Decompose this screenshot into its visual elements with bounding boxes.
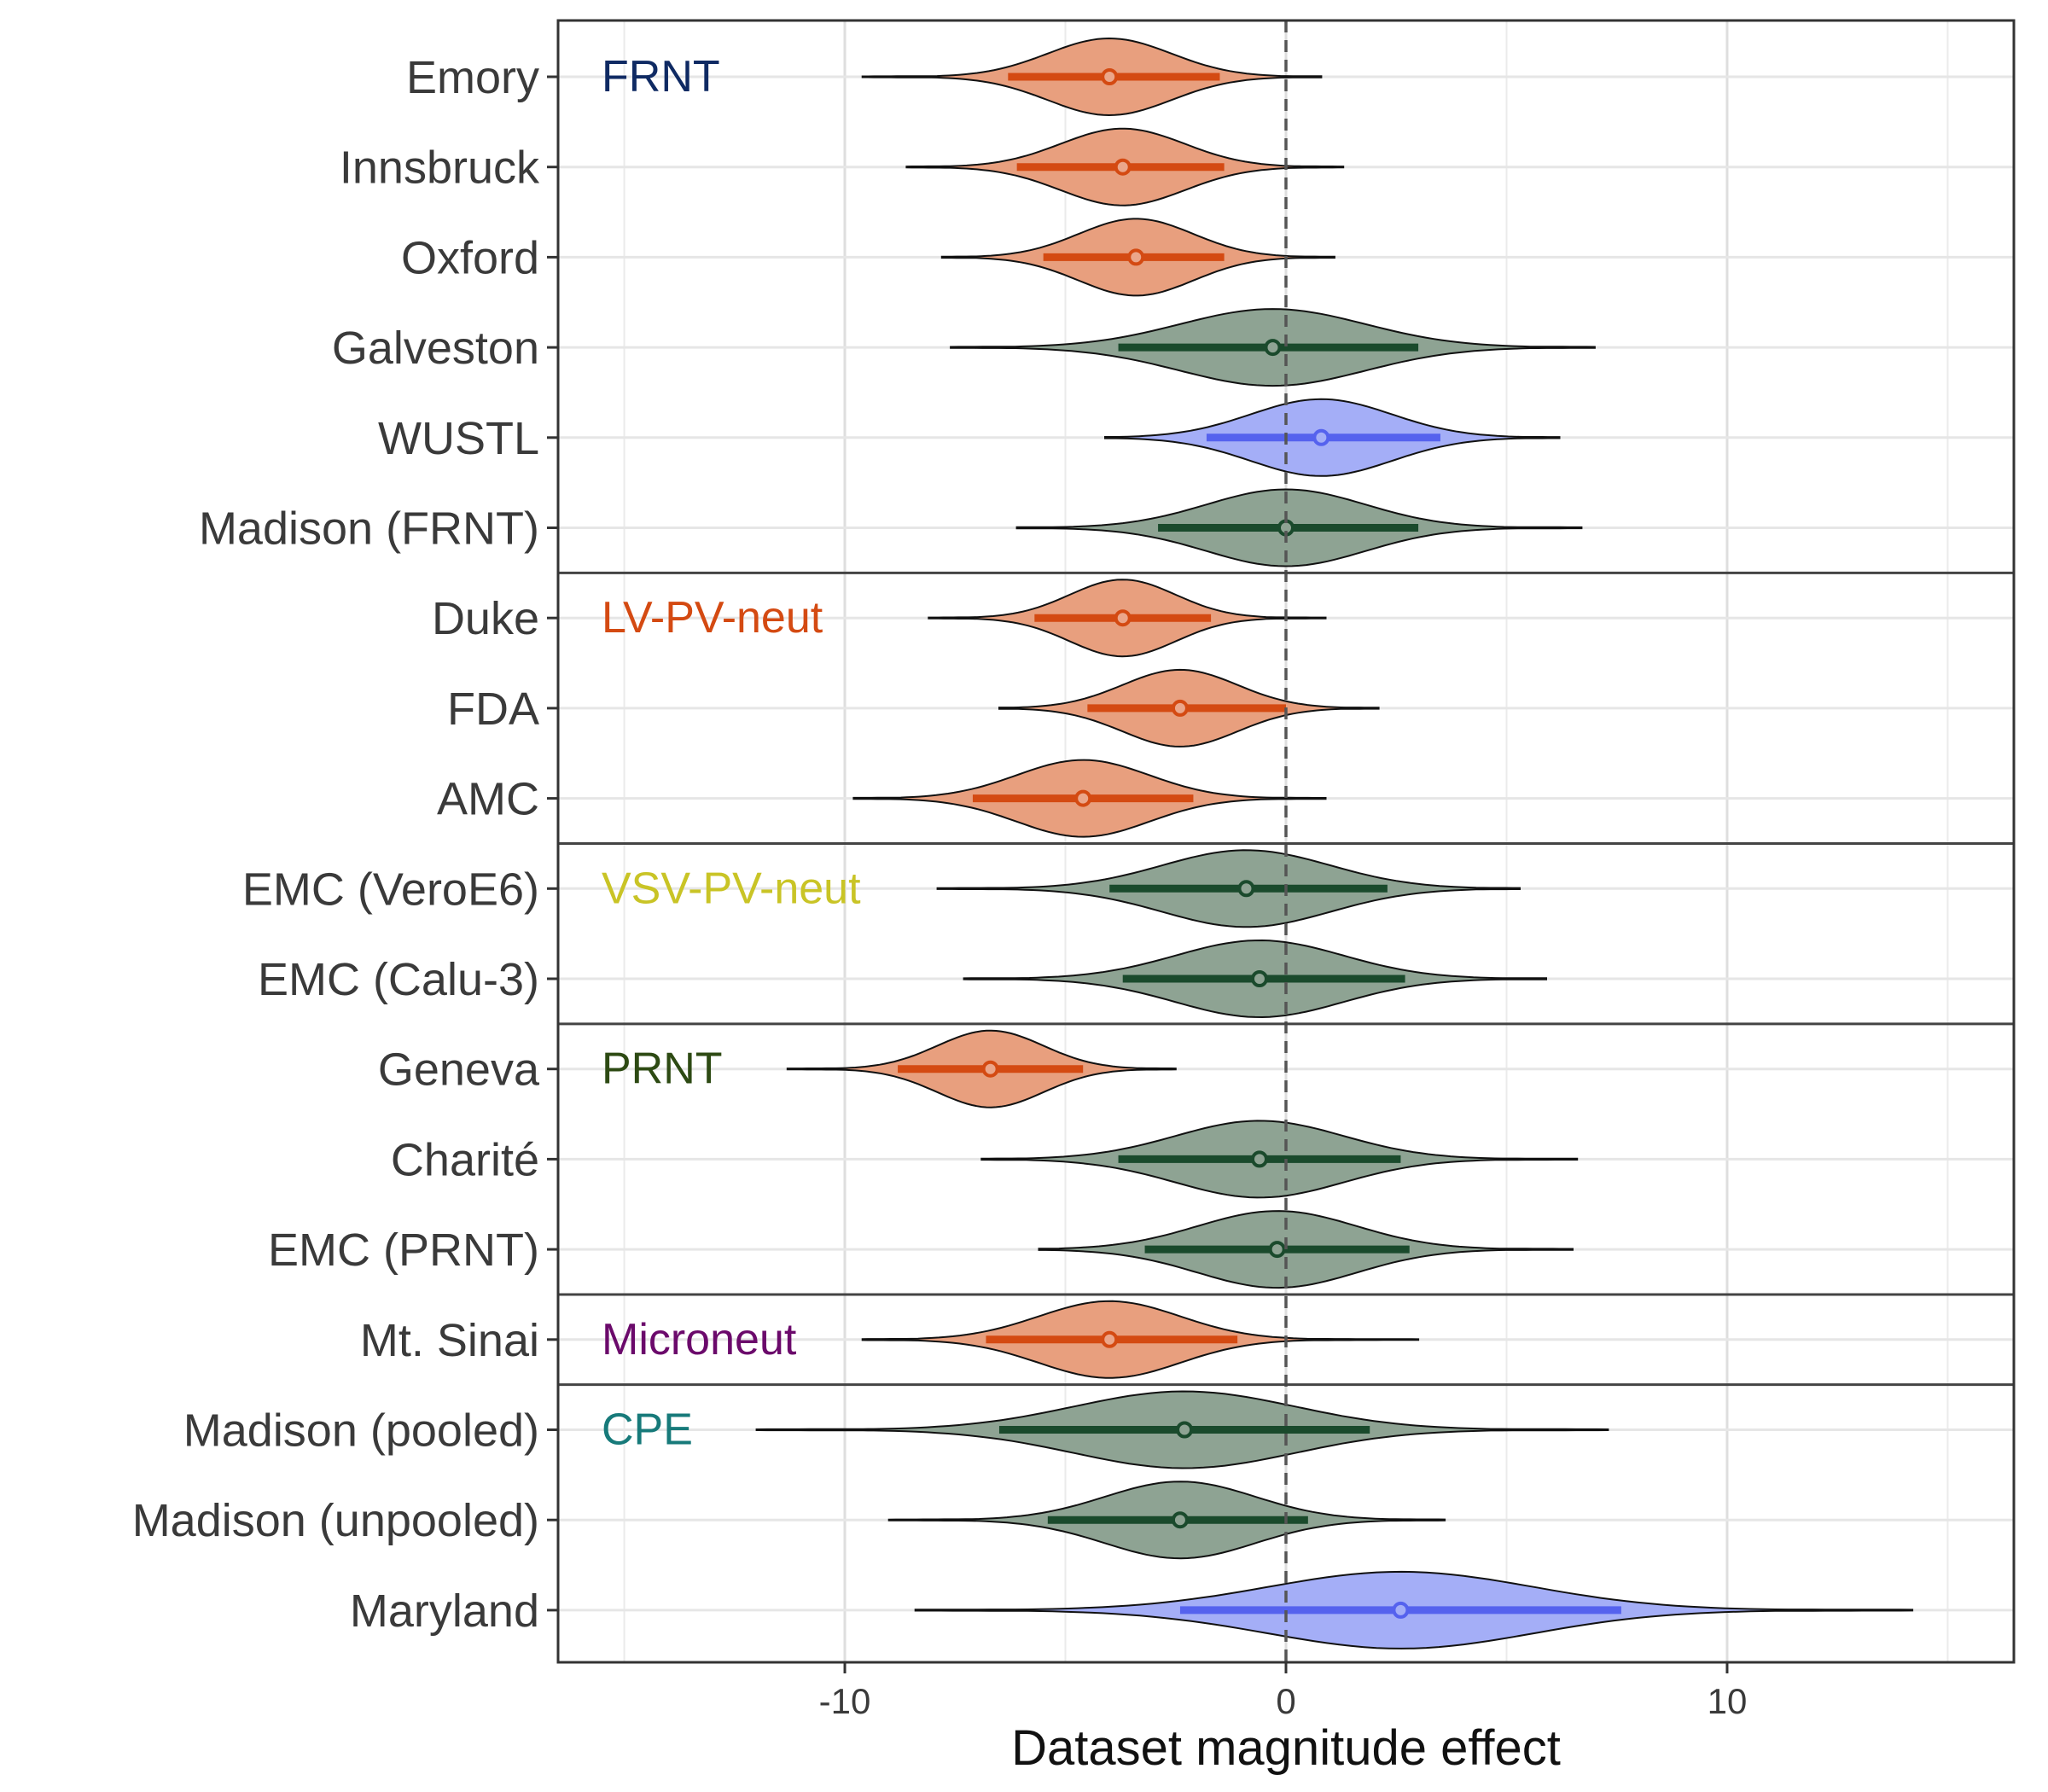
group-label-1: LV-PV-neut [602, 593, 823, 643]
y-tick-label: Geneva [378, 1044, 540, 1096]
median-point-6 [1114, 609, 1132, 627]
median-point-0 [1101, 68, 1119, 85]
group-label-5: CPE [602, 1405, 693, 1455]
median-point-15 [1176, 1421, 1194, 1439]
y-tick-label: EMC (PRNT) [268, 1225, 539, 1276]
y-tick-label: Maryland [350, 1585, 539, 1637]
x-tick-label: 0 [1276, 1681, 1295, 1721]
median-point-16 [1171, 1511, 1189, 1529]
y-tick-label: Oxford [401, 232, 539, 283]
y-tick-label: EMC (Calu-3) [258, 954, 539, 1005]
x-axis-title: Dataset magnitude effect [1011, 1720, 1561, 1776]
median-point-3 [1264, 339, 1282, 357]
median-point-11 [981, 1060, 999, 1078]
y-tick-label: FDA [447, 684, 539, 735]
y-tick-label: Madison (FRNT) [199, 503, 539, 555]
median-point-2 [1127, 248, 1145, 266]
group-label-4: Microneut [602, 1315, 797, 1364]
y-tick-label: Charité [391, 1134, 539, 1185]
median-point-8 [1074, 789, 1092, 807]
y-tick-label: Mt. Sinai [360, 1315, 539, 1366]
y-tick-label: Madison (pooled) [183, 1405, 539, 1457]
y-tick-label: Emory [406, 52, 539, 103]
median-point-9 [1237, 880, 1255, 898]
y-tick-label: Madison (unpooled) [132, 1495, 539, 1546]
median-point-12 [1250, 1150, 1268, 1168]
y-tick-label: Innsbruck [340, 143, 540, 194]
median-point-13 [1268, 1241, 1286, 1259]
median-point-4 [1312, 428, 1330, 446]
y-tick-label: WUSTL [378, 413, 539, 464]
median-point-17 [1392, 1601, 1410, 1619]
group-label-2: VSV-PV-neut [602, 864, 861, 913]
x-tick-label: -10 [819, 1681, 871, 1721]
group-label-0: FRNT [602, 52, 720, 102]
y-tick-label: Galveston [332, 323, 539, 374]
group-label-3: PRNT [602, 1044, 723, 1094]
y-tick-label: Duke [432, 593, 539, 644]
median-point-7 [1171, 699, 1189, 717]
y-tick-label: EMC (VeroE6) [242, 864, 539, 915]
y-tick-label: AMC [437, 774, 539, 825]
median-point-1 [1114, 158, 1132, 176]
median-point-14 [1101, 1330, 1119, 1348]
median-point-10 [1250, 970, 1268, 987]
x-tick-label: 10 [1708, 1681, 1748, 1721]
